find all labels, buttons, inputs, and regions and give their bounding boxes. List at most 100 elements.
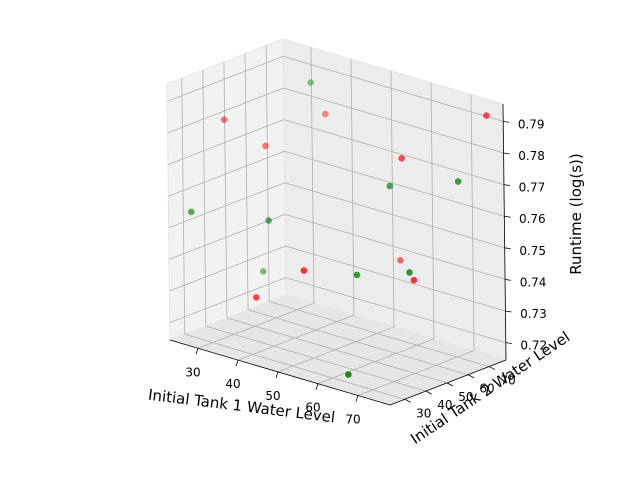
z-gridline	[283, 55, 504, 122]
y-gridline	[202, 70, 207, 327]
y-gridline	[226, 317, 448, 384]
z-axis-label: Runtime (log(s))	[567, 153, 585, 275]
y-gridline	[181, 78, 186, 335]
z-gridline	[169, 277, 286, 323]
y-tick	[446, 382, 454, 387]
data-point	[397, 257, 404, 264]
z-tick	[503, 152, 510, 155]
z-tick	[505, 342, 512, 345]
data-point	[220, 116, 228, 123]
data-point	[454, 178, 462, 185]
axis-lines-group	[169, 103, 507, 406]
x-tick-label: 60	[305, 401, 320, 415]
y-tick	[467, 374, 475, 379]
x-gridline	[317, 338, 435, 385]
grid-group	[167, 45, 506, 400]
z-gridline	[284, 182, 505, 249]
z-gridline	[284, 150, 505, 217]
x-gridline	[430, 82, 435, 339]
data-point	[410, 276, 418, 284]
y-gridline	[205, 325, 426, 392]
z-tick-label: 0.79	[518, 117, 545, 131]
z-gridline	[283, 87, 504, 154]
x-tick-label: 70	[345, 413, 360, 427]
x-gridline	[277, 326, 395, 373]
z-tick	[504, 279, 512, 281]
x-axis-label: Initial Tank 1 Water Level	[147, 386, 336, 427]
z-gridline	[167, 56, 284, 102]
z-tick-label: 0.72	[520, 339, 547, 353]
x-tick-label: 30	[185, 365, 200, 379]
x-tick-label: 50	[265, 389, 280, 403]
z-tick	[504, 215, 511, 218]
z-gridline	[167, 119, 285, 165]
z-tick-label: 0.74	[520, 275, 547, 289]
x-gridline	[197, 302, 315, 349]
z-gridline	[169, 245, 286, 292]
data-point	[188, 208, 195, 216]
z-tick	[504, 247, 511, 250]
z-axis-line	[502, 103, 507, 361]
z-gridline	[168, 150, 285, 197]
data-point	[406, 269, 413, 276]
x-tick	[235, 359, 239, 367]
data-point	[307, 79, 315, 86]
z-tick	[503, 184, 511, 186]
x-gridline	[310, 47, 315, 304]
z-tick-label: 0.76	[519, 212, 546, 226]
y-tick-label: 70	[500, 374, 515, 388]
data-point	[252, 294, 260, 301]
y-gridline	[247, 309, 469, 376]
y-tick-label: 50	[458, 390, 473, 404]
x-gridline	[237, 314, 355, 361]
x-gridline	[357, 350, 475, 396]
z-gridline	[285, 277, 506, 344]
points-group	[188, 79, 490, 378]
ticks-group: 30 40 50 60 70 30 40 50 60 70 0.72 0.73 0.74 0.75 0.76…	[185, 117, 547, 426]
data-point	[322, 110, 329, 118]
z-tick	[505, 310, 512, 313]
x-gridline	[470, 94, 475, 351]
data-point	[260, 268, 267, 275]
x-gridline	[390, 70, 395, 327]
z-tick	[503, 120, 510, 123]
z-tick-label: 0.77	[519, 181, 546, 195]
z-gridline	[284, 214, 506, 280]
y-axis-line	[389, 359, 507, 406]
z-tick-label: 0.73	[520, 307, 547, 321]
data-point	[262, 142, 269, 150]
data-point	[300, 267, 308, 274]
x-gridline	[350, 59, 355, 316]
y-gridline	[244, 53, 249, 310]
y-tick-label: 60	[479, 382, 494, 396]
data-point	[353, 271, 361, 279]
z-gridline	[283, 119, 505, 185]
x-tick	[315, 383, 319, 390]
data-point	[398, 155, 406, 162]
y-gridline	[184, 333, 405, 400]
x-axis-line	[169, 339, 391, 406]
y-tick-label: 40	[437, 398, 452, 412]
data-point	[483, 112, 490, 119]
data-point	[386, 182, 394, 190]
y-tick	[488, 366, 496, 370]
y-tick	[425, 390, 433, 395]
y-gridline	[223, 61, 228, 318]
x-tick	[195, 348, 199, 355]
y-tick	[404, 398, 411, 403]
y-tick-label: 30	[416, 406, 431, 420]
z-gridline	[285, 245, 506, 312]
x-tick	[355, 395, 359, 402]
data-point	[265, 217, 272, 224]
pane-group	[166, 38, 508, 406]
x-tick	[275, 371, 279, 379]
y-gridline	[265, 45, 270, 302]
z-gridline	[167, 87, 284, 134]
x-tick-label: 40	[225, 377, 240, 391]
z-gridline	[168, 182, 285, 229]
z-tick-label: 0.75	[519, 244, 546, 258]
y-gridline	[269, 301, 490, 367]
z-tick-label: 0.78	[518, 149, 545, 163]
data-point	[345, 371, 352, 378]
